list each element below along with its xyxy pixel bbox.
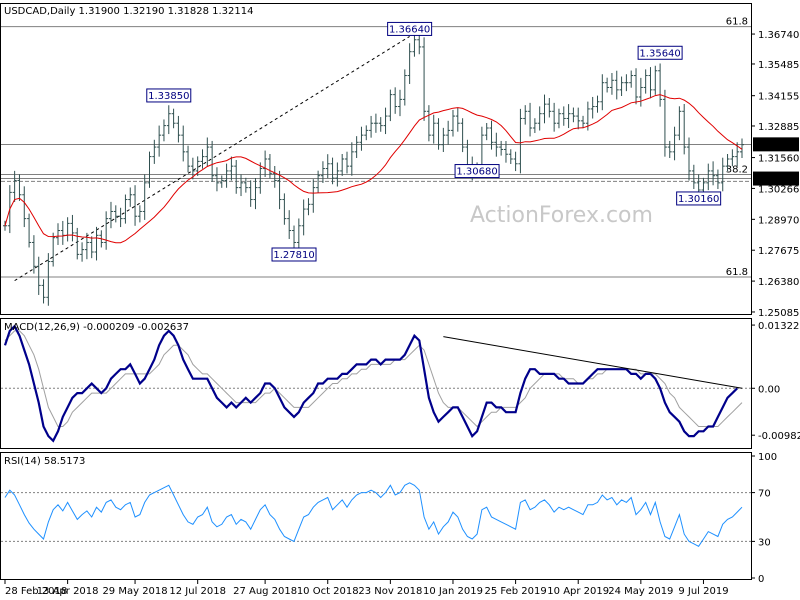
rsi-y-tick-label: 70: [758, 489, 771, 500]
macd-y-tick-label: -0.00982: [758, 431, 800, 442]
x-tick-label: 10 Jan 2019: [423, 586, 483, 597]
fib-label: 61.8: [726, 17, 748, 28]
price-annotation-label: 1.27810: [273, 250, 314, 261]
rsi-layer: 100 70 30 0: [1, 452, 777, 585]
macd-panel-header: MACD(12,26,9) -0.000209 -0.002637: [4, 322, 189, 333]
price-annotation-label: 1.33850: [148, 91, 189, 102]
macd-line: [3, 324, 738, 443]
x-tick-label: 10 Apr 2019: [547, 586, 609, 597]
current-price-label: 1.32114: [757, 140, 798, 151]
price-y-tick-label: 1.26380: [758, 277, 799, 288]
price-annotation-box: [387, 21, 433, 36]
x-tick-label: 10 Oct 2018: [297, 586, 359, 597]
price-annotation-box: [637, 45, 683, 60]
rsi-y-tick-label: 0: [758, 574, 764, 585]
rsi-y-tick-label: 100: [758, 452, 777, 463]
x-tick-label: 24 May 2019: [608, 586, 673, 597]
price-panel-frame: [0, 3, 752, 315]
macd-panel-frame: [0, 318, 752, 449]
price-y-tick-label: 1.36740: [758, 30, 799, 41]
price-y-tick-label: 1.28970: [758, 215, 799, 226]
x-tick-label: 9 Jul 2019: [678, 586, 728, 597]
x-tick-label: 27 Aug 2018: [233, 586, 297, 597]
price-annotation-label: 1.30680: [456, 167, 497, 178]
rsi-panel-header: RSI(14) 58.5173: [4, 456, 85, 467]
moving-average-line: [4, 94, 743, 244]
price-y-tick-label: 1.25085: [758, 308, 799, 319]
price-panel-header: USDCAD,Daily 1.31900 1.32190 1.31828 1.3…: [4, 6, 254, 17]
price-y-tick-label: 1.30266: [758, 184, 799, 195]
macd-y-tick-label: 0.00: [758, 384, 780, 395]
x-tick-label: 13 Apr 2018: [37, 586, 99, 597]
x-tick-label: 12 Jul 2018: [169, 586, 226, 597]
price-annotation-label: 1.36640: [389, 24, 430, 35]
rsi-y-tick-label: 30: [758, 537, 771, 548]
x-tick-label: 29 May 2018: [102, 586, 167, 597]
x-tick-label: 25 Feb 2019: [484, 586, 546, 597]
price-annotation-box: [271, 247, 317, 262]
x-tick-label: 28 Feb 2018: [5, 586, 67, 597]
macd-y-tick-label: 0.013229: [758, 321, 800, 332]
fib-label: 61.8: [726, 267, 748, 278]
price-layer: 61.8 38.2 61.8 1.36640 1.35640 1.33850 1.30680…: [1, 17, 799, 319]
fib-label: 38.2: [726, 165, 748, 176]
rsi-line: [4, 482, 743, 547]
price-annotation-box: [146, 88, 192, 103]
price-trend-line: [14, 36, 410, 282]
current-price-tag: [753, 137, 799, 152]
price-annotation-box: [454, 164, 500, 179]
watermark: ActionForex.com: [470, 203, 653, 228]
price-y-tick-label: 1.31560: [758, 154, 799, 165]
price-y-tick-label: 1.32885: [758, 122, 799, 133]
x-tick-label: 23 Nov 2018: [358, 586, 422, 597]
level-tag-label: 1.30680: [757, 175, 798, 186]
price-y-tick-label: 1.34155: [758, 92, 799, 103]
price-annotation-box: [676, 191, 722, 206]
price-annotation-label: 1.30160: [678, 194, 719, 205]
level-tag: [753, 171, 799, 186]
rsi-panel-frame: [0, 452, 752, 580]
price-annotation-label: 1.35640: [639, 48, 680, 59]
macd-layer: 0.013229 0.00 -0.00982: [1, 321, 800, 443]
macd-trend-line: [443, 336, 743, 389]
price-y-tick-label: 1.35485: [758, 60, 799, 71]
price-y-tick-label: 1.27675: [758, 246, 799, 257]
